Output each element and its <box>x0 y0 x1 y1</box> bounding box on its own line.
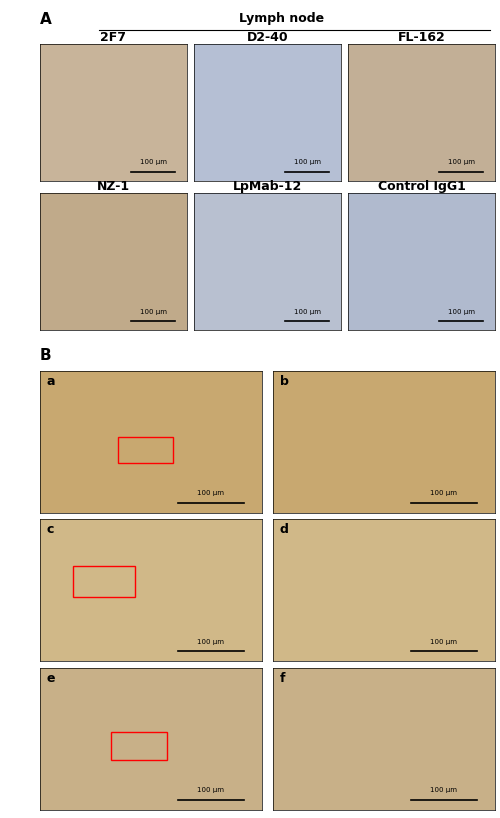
Text: 100 μm: 100 μm <box>430 490 458 497</box>
Text: 100 μm: 100 μm <box>198 788 224 793</box>
Text: 100 μm: 100 μm <box>140 308 166 315</box>
Text: 100 μm: 100 μm <box>430 788 458 793</box>
Text: e: e <box>46 672 55 685</box>
Text: 100 μm: 100 μm <box>448 308 474 315</box>
Text: d: d <box>280 524 288 537</box>
Bar <box>111 732 166 760</box>
Text: 100 μm: 100 μm <box>448 160 474 165</box>
Text: c: c <box>46 524 54 537</box>
Bar <box>118 438 173 463</box>
Title: NZ-1: NZ-1 <box>97 180 130 193</box>
Title: D2-40: D2-40 <box>246 31 288 44</box>
Text: B: B <box>40 348 52 363</box>
Text: b: b <box>280 375 288 388</box>
Title: 2F7: 2F7 <box>100 31 126 44</box>
Text: 100 μm: 100 μm <box>294 308 320 315</box>
Title: Control IgG1: Control IgG1 <box>378 180 466 193</box>
Text: 100 μm: 100 μm <box>294 160 320 165</box>
Text: Lymph node: Lymph node <box>238 11 324 25</box>
Text: 100 μm: 100 μm <box>430 639 458 645</box>
Title: LpMab-12: LpMab-12 <box>233 180 302 193</box>
Text: A: A <box>40 11 52 27</box>
Text: f: f <box>280 672 285 685</box>
Text: 100 μm: 100 μm <box>140 160 166 165</box>
Text: 100 μm: 100 μm <box>198 490 224 497</box>
Bar <box>74 566 136 597</box>
Text: 100 μm: 100 μm <box>198 639 224 645</box>
Title: FL-162: FL-162 <box>398 31 446 44</box>
Text: a: a <box>46 375 55 388</box>
